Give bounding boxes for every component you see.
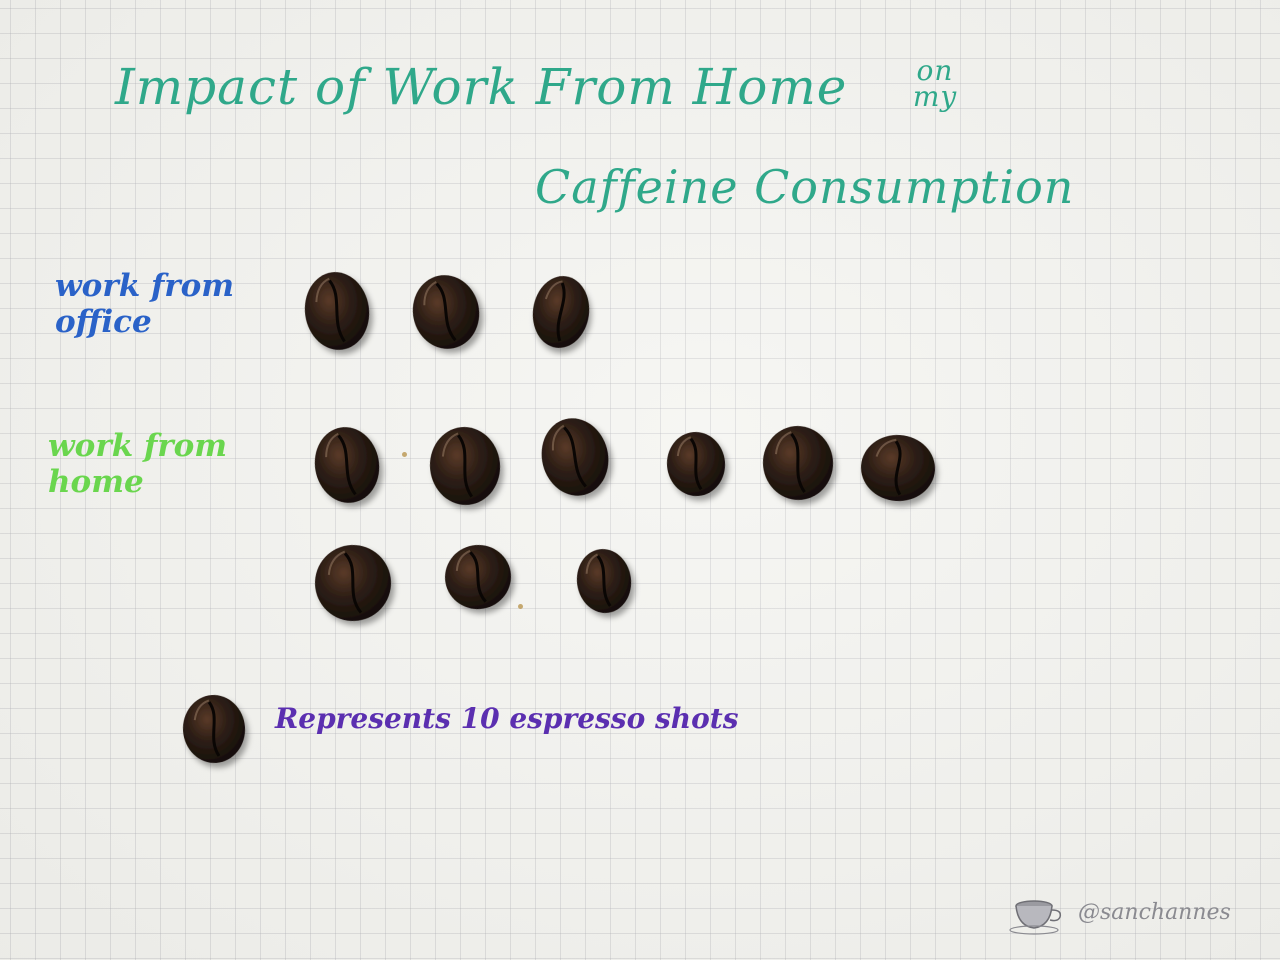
bean-work-from-home-3 [541,418,609,496]
bean-work-from-office-2 [412,275,480,349]
legend-coffee-bean-icon [182,695,246,763]
legend-label: Represents 10 espresso shots [275,702,739,735]
bean-work-from-home-4 [666,432,726,496]
bean-work-from-home-7 [315,545,391,621]
bean-work-from-home-2 [429,427,501,505]
bean-work-from-home-5 [762,426,834,500]
bean-work-from-home-6 [861,434,935,502]
coffee-cup-icon [1009,900,1062,935]
bean-work-from-home-8 [445,544,511,610]
bean-work-from-home-1 [314,427,380,503]
chart-title-on-my: on my [912,54,958,113]
bean-work-from-office-1 [304,272,370,350]
chart-title-line-2: Caffeine Consumption [535,160,1075,214]
bean-work-from-home-9 [576,549,632,613]
bean-work-from-office-3 [532,276,590,348]
chart-title-line-1: Impact of Work From Home [115,58,848,116]
bean-crumb [402,452,407,457]
signature-handle: @sanchannes [1078,900,1231,925]
bean-crumb [518,604,523,609]
category-label-office: work from office [55,268,235,340]
category-label-home: work from home [48,428,228,500]
